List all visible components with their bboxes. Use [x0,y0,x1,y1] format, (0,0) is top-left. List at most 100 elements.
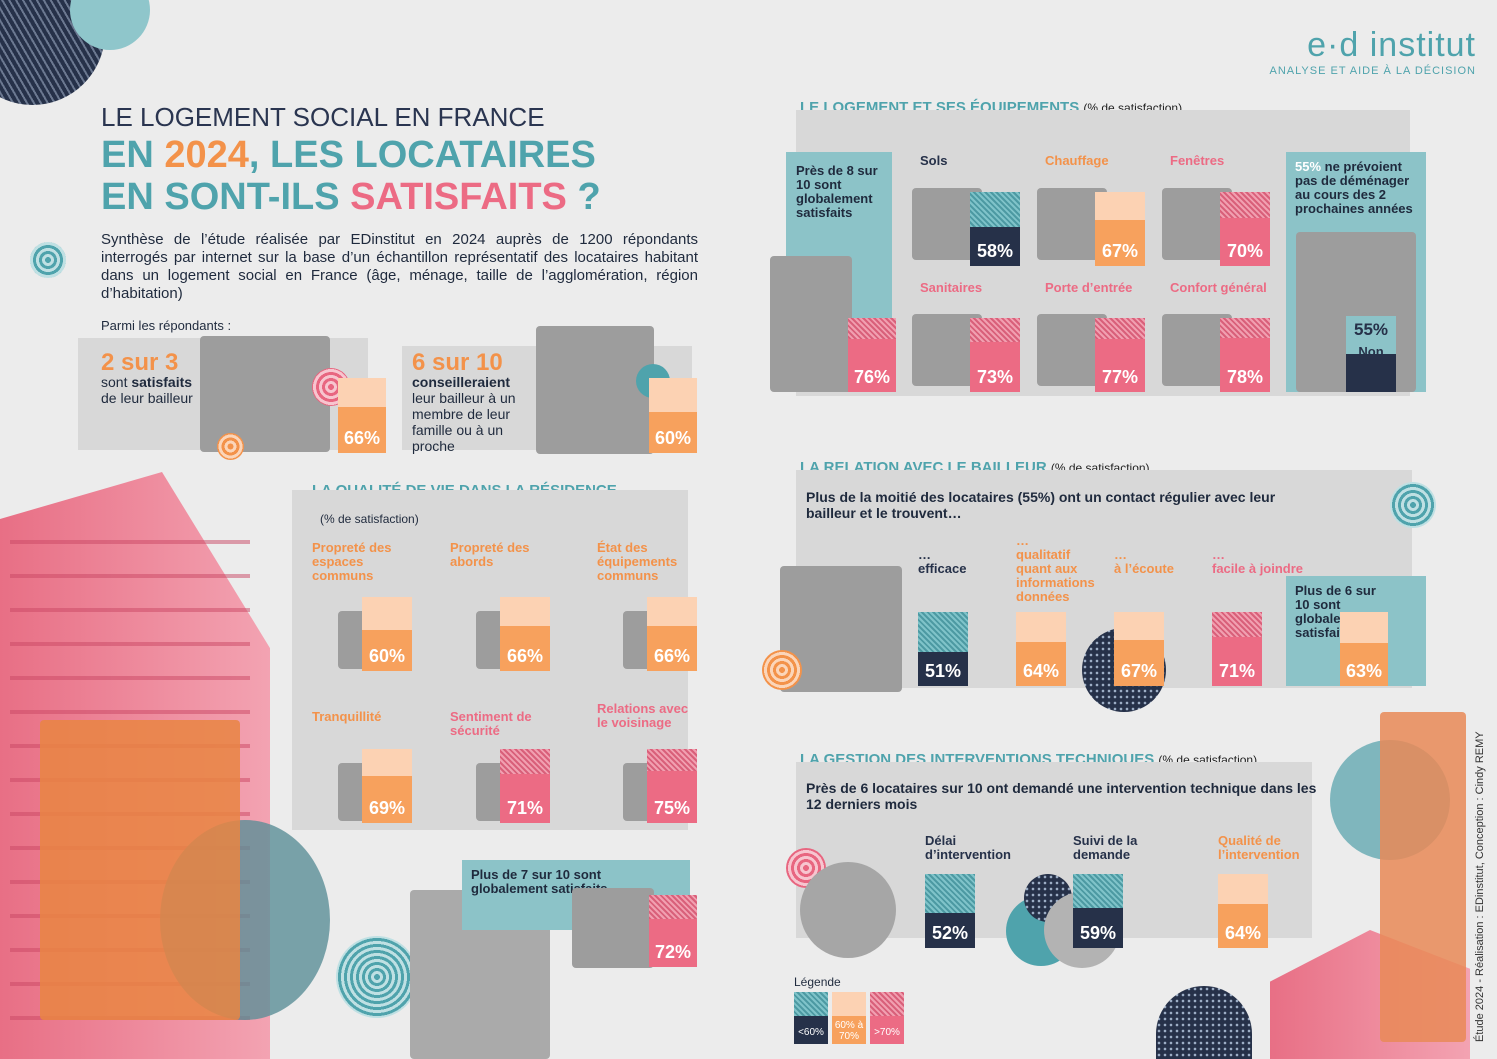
relation-item-label: … à l’écoute [1114,547,1174,576]
vie-item-value: 66% [506,646,544,666]
senior-woman-photo [1380,712,1466,1042]
kpi-value: 66% [343,428,381,448]
logement-item-value: 70% [1226,241,1264,261]
move-value: 55% [1353,320,1389,339]
vie-item-bar: 60% [362,597,412,671]
legend-mid: 60% à 70% [832,992,866,1044]
gestion-item-bar-fill [1218,904,1268,948]
decor-circle [762,650,802,690]
gestion-item-bar: 59% [1073,874,1123,948]
gestion-item-bar-fill [925,913,975,948]
vie-item-bar: 66% [647,597,697,671]
vie-item-label: Sentiment de sécurité [450,709,532,738]
person-photo [40,720,240,1020]
relation-item-value: 64% [1022,661,1060,681]
vie-item-value: 75% [653,798,691,818]
vie-item-bar: 66% [500,597,550,671]
vie-item-bar: 75% [647,749,697,823]
logement-item-label: Sanitaires [920,280,983,295]
relation-lead: Plus de la moitié des locataires (55%) o… [806,489,1276,521]
vie-item-label: Propreté des abords [450,540,530,569]
gestion-item-label: Suivi de la demande [1073,833,1138,862]
relation-item-bar-fill [1016,642,1066,686]
vie-item-label: Tranquillité [312,709,382,724]
decor-circle [1390,482,1436,528]
kpi-bar: 60% [649,378,697,453]
man-photo [770,256,852,392]
credit: Étude 2024 - Réalisation : EDinstitut, C… [1474,731,1486,1042]
logement-item-value: 58% [976,241,1014,261]
logement-item-bar-fill [1220,338,1270,392]
gestion-item-value: 59% [1079,923,1117,943]
legend-high: >70% [870,992,904,1044]
legend: <60% 60% à 70% >70% [794,992,906,1044]
gestion-item-bar-fill [1073,908,1123,948]
decor-circle [30,242,66,278]
vie-item-bar: 71% [500,749,550,823]
woman-photo [572,888,654,968]
kpi-big: 6 sur 10 [412,349,503,376]
gestion-item-value: 64% [1224,923,1262,943]
gestion-item-label: Qualité de l’intervention [1218,833,1300,862]
page-kicker: LE LOGEMENT SOCIAL EN FRANCE [101,102,545,132]
logement-item-bar: 70% [1220,192,1270,266]
gestion-item-bar: 64% [1218,874,1268,948]
relation-summary-fill [1340,643,1388,686]
logement-item-value: 77% [1101,367,1139,387]
logement-item-label: Fenêtres [1170,153,1225,168]
logement-summary-fill [848,339,896,392]
gestion-item-value: 52% [931,923,969,943]
decor-circle [1156,986,1252,1059]
vie-item-bar-fill [647,626,697,671]
logement-item-label: Chauffage [1045,153,1109,168]
logement-item-bar: 67% [1095,192,1145,266]
logement-item-label: Porte d’entrée [1045,280,1133,295]
gestion-item-bar: 52% [925,874,975,948]
logement-item-value: 73% [976,367,1014,387]
logo-tagline: ANALYSE ET AIDE À LA DÉCISION [1269,65,1476,77]
logement-item-bar-fill [970,342,1020,392]
intro-text: Synthèse de l’étude réalisée par EDinsti… [101,231,698,302]
vie-summary-bar: 72% [649,895,697,967]
logement-item-bar: 78% [1220,318,1270,392]
vie-item-bar-fill [500,626,550,671]
vie-item-bar: 69% [362,749,412,823]
vie-item-value: 69% [368,798,406,818]
logo: e·d institut ANALYSE ET AIDE À LA DÉCISI… [1256,26,1476,77]
relation-item-label: … efficace [918,547,967,576]
logement-item-bar: 73% [970,318,1020,392]
logement-item-label: Confort général [1170,280,1267,295]
relation-item-bar: 71% [1212,612,1262,686]
vie-item-bar-fill [362,630,412,671]
decor-circle [336,936,418,1018]
kpi-bar-fill [338,407,386,453]
logement-item-bar-fill [1095,339,1145,392]
gestion-lead: Près de 6 locataires sur 10 ont demandé … [806,780,1317,812]
kpi-bar: 66% [338,378,386,453]
vie-item-bar-fill [500,774,550,823]
relation-item-value: 71% [1218,661,1256,681]
vie-item-label: Relations avec le voisinage [597,701,689,730]
vie-summary-fill [649,919,697,967]
relation-item-bar: 67% [1114,612,1164,686]
relation-item-bar: 51% [918,612,968,686]
relation-item-value: 67% [1120,661,1158,681]
move-sub: Non [1358,344,1384,359]
logement-item-value: 67% [1101,241,1139,261]
move-text: 55% ne prévoient pas de déménager au cou… [1295,159,1413,216]
relation-item-bar-fill [918,652,968,686]
vie-item-value: 66% [653,646,691,666]
worker-photo [800,862,896,958]
relation-item-bar-fill [1114,640,1164,686]
relation-item-label: … qualitatif quant aux informations donn… [1016,533,1095,604]
vie-item-value: 60% [368,646,406,666]
person-photo [200,336,330,452]
relation-item-bar: 64% [1016,612,1066,686]
logement-item-bar-fill [970,227,1020,266]
move-bar-fill [1346,354,1396,392]
logement-item-bar: 77% [1095,318,1145,392]
legend-low: <60% [794,992,828,1044]
respondents-label: Parmi les répondants : [101,318,232,333]
kpi-text: conseilleraient leur bailleur à un membre… [412,374,516,454]
logement-item-label: Sols [920,153,948,168]
